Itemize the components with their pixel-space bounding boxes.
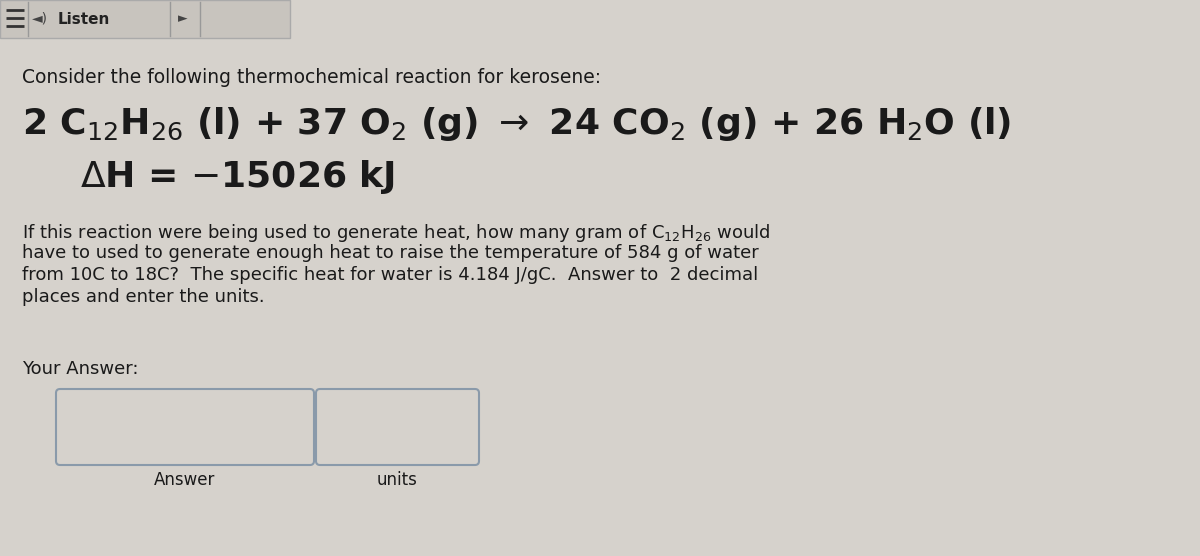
Text: ►: ► (178, 12, 187, 26)
Text: Listen: Listen (58, 12, 110, 27)
Text: 2 C$_{12}$H$_{26}$ (l) + 37 O$_2$ (g) $\rightarrow$ 24 CO$_2$ (g) + 26 H$_2$O (l: 2 C$_{12}$H$_{26}$ (l) + 37 O$_2$ (g) $\… (22, 105, 1012, 143)
Text: places and enter the units.: places and enter the units. (22, 288, 265, 306)
Text: $\Delta$H = $-$15026 kJ: $\Delta$H = $-$15026 kJ (80, 158, 395, 196)
Text: from 10C to 18C?  The specific heat for water is 4.184 J/gC.  Answer to  2 decim: from 10C to 18C? The specific heat for w… (22, 266, 758, 284)
FancyBboxPatch shape (0, 0, 290, 38)
Text: units: units (377, 471, 418, 489)
Text: Consider the following thermochemical reaction for kerosene:: Consider the following thermochemical re… (22, 68, 601, 87)
Text: have to used to generate enough heat to raise the temperature of 584 g of water: have to used to generate enough heat to … (22, 244, 758, 262)
FancyBboxPatch shape (56, 389, 314, 465)
Text: Your Answer:: Your Answer: (22, 360, 138, 378)
FancyBboxPatch shape (316, 389, 479, 465)
Text: If this reaction were being used to generate heat, how many gram of C$_{12}$H$_{: If this reaction were being used to gene… (22, 222, 770, 244)
Text: ◄): ◄) (32, 12, 48, 26)
Text: Answer: Answer (155, 471, 216, 489)
